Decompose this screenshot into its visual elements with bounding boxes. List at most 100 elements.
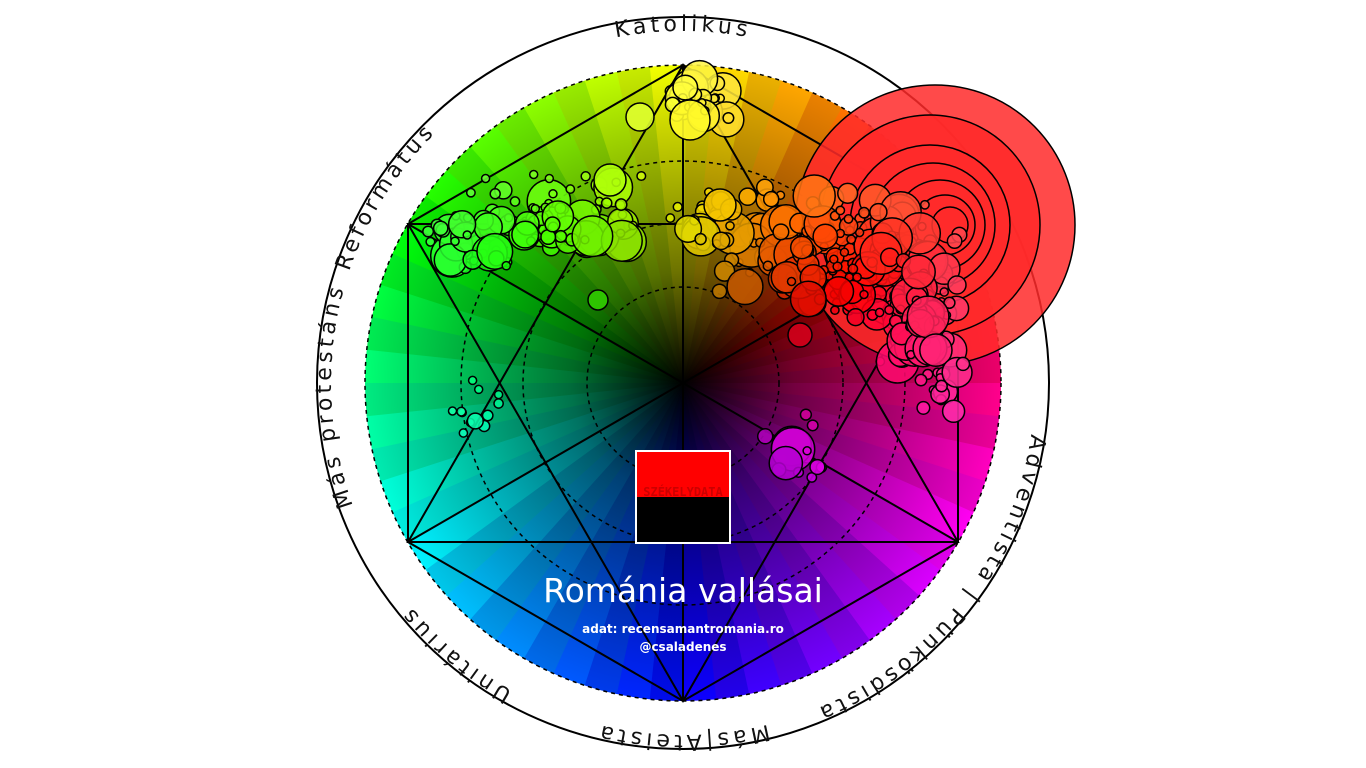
bubble: [859, 289, 869, 300]
source: adat: recensamantromania.ro: [582, 622, 784, 636]
bubble: [726, 267, 764, 306]
bubble: [939, 287, 950, 297]
bubble: [869, 202, 888, 222]
title: Románia vallásai: [543, 571, 823, 610]
bubble: [600, 197, 613, 209]
logo-text: SZÉKELYDATA: [643, 484, 723, 499]
bubble: [447, 406, 458, 416]
bubble: [711, 283, 728, 300]
bubble: [493, 398, 504, 409]
bubble: [548, 189, 558, 199]
bubble: [571, 215, 614, 258]
bubble: [465, 187, 476, 198]
bubble: [789, 280, 827, 318]
bubble: [625, 102, 655, 132]
bubble: [787, 322, 813, 348]
bubble: [544, 173, 555, 184]
logo-top: [636, 451, 730, 497]
bubble: [481, 409, 494, 422]
bubble: [554, 229, 568, 243]
bubble: [694, 232, 707, 246]
bubble: [614, 198, 628, 212]
bubble: [843, 213, 854, 224]
bubble: [480, 173, 491, 184]
bubble: [565, 184, 576, 195]
bubble: [874, 307, 885, 318]
bubble: [768, 445, 804, 481]
bubble: [528, 169, 539, 180]
bubble: [462, 230, 472, 240]
bubble: [914, 373, 928, 387]
bubble: [425, 236, 436, 247]
bubble: [802, 446, 812, 456]
bubble: [812, 223, 839, 250]
bubble: [792, 174, 836, 218]
bubble: [665, 213, 676, 224]
bubble: [672, 74, 699, 101]
bubble: [489, 188, 501, 200]
bubble: [847, 263, 859, 275]
bubble: [829, 254, 839, 265]
bubble: [493, 389, 504, 400]
bubble: [669, 99, 711, 141]
bubble: [879, 247, 900, 268]
bubble: [806, 419, 819, 432]
bubble: [846, 234, 857, 245]
bubble: [544, 216, 561, 233]
bubble: [722, 111, 735, 125]
bubble: [823, 275, 855, 307]
logo: SZÉKELYDATA: [635, 450, 731, 544]
bubble: [919, 333, 953, 367]
bubble: [839, 247, 850, 258]
bubble: [432, 220, 449, 237]
bubble: [473, 384, 484, 395]
bubble: [636, 170, 647, 182]
bubble: [738, 187, 758, 207]
logo-bottom: [636, 497, 730, 543]
bubble: [916, 400, 931, 415]
bubble: [501, 260, 512, 271]
bubble: [835, 205, 846, 216]
bubble: [703, 188, 737, 222]
bubble: [884, 304, 895, 315]
bubble: [941, 399, 966, 424]
bubble: [580, 171, 591, 182]
bubble: [837, 182, 859, 204]
bubble: [509, 196, 521, 207]
bubble: [587, 289, 609, 311]
bubble: [772, 223, 790, 241]
bubble: [955, 356, 971, 372]
bubble: [593, 163, 627, 197]
bubble: [947, 275, 967, 295]
bubble: [789, 235, 814, 260]
bubble: [762, 190, 780, 208]
bubble: [901, 254, 936, 290]
bubble: [456, 406, 467, 417]
bubble: [756, 428, 774, 445]
author: @csaladenes: [639, 640, 726, 654]
bubble: [846, 308, 865, 327]
bubble: [530, 203, 541, 214]
bubble: [674, 214, 703, 243]
bubble: [450, 236, 460, 247]
bubble: [809, 458, 826, 476]
bubble: [762, 260, 774, 272]
bubble: [946, 233, 963, 250]
bubble: [711, 231, 731, 251]
bubble: [830, 305, 840, 316]
bubble: [725, 220, 735, 231]
bubble: [919, 199, 930, 210]
bubble: [852, 272, 862, 283]
bubble: [466, 412, 484, 430]
bubble: [672, 201, 683, 213]
bubble: [476, 232, 514, 270]
bubble: [467, 375, 478, 386]
bubble: [458, 428, 469, 438]
bubble: [786, 276, 797, 287]
bubble: [799, 408, 813, 421]
bubble: [511, 220, 540, 249]
bubble: [858, 206, 870, 219]
bubble: [422, 225, 435, 238]
bubble: [935, 379, 948, 393]
